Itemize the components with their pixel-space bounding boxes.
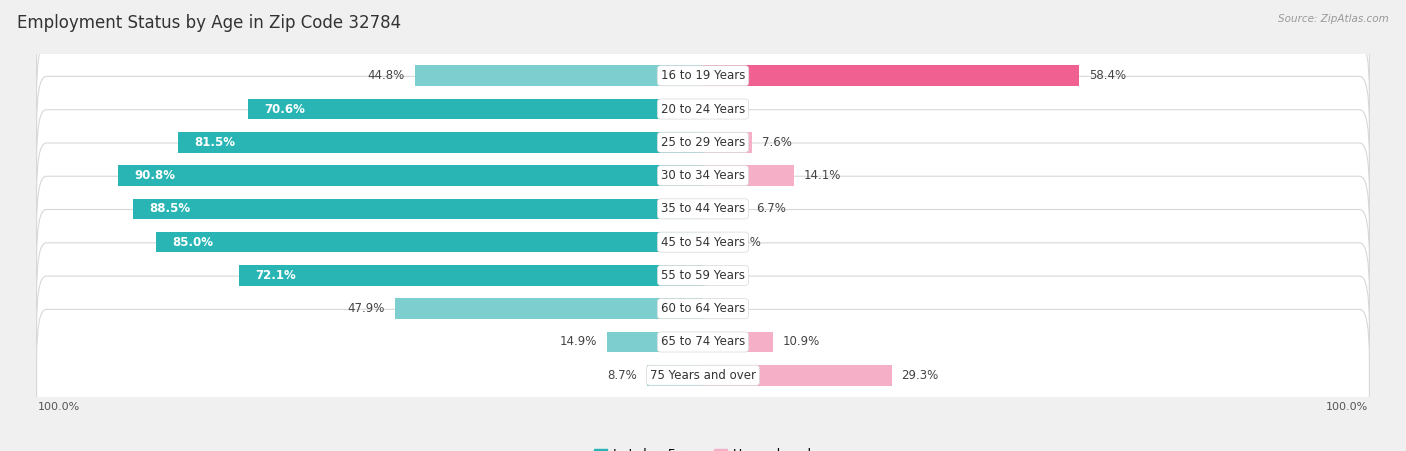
Bar [134, 198, 703, 219]
Text: 70.6%: 70.6% [264, 102, 305, 115]
Text: 10.9%: 10.9% [783, 336, 820, 349]
Bar [703, 365, 891, 386]
Legend: In Labor Force, Unemployed: In Labor Force, Unemployed [589, 443, 817, 451]
Text: 72.1%: 72.1% [254, 269, 295, 282]
Text: 60 to 64 Years: 60 to 64 Years [661, 302, 745, 315]
Text: 25 to 29 Years: 25 to 29 Years [661, 136, 745, 149]
Bar [249, 99, 703, 120]
Bar [703, 331, 773, 352]
Text: Source: ZipAtlas.com: Source: ZipAtlas.com [1278, 14, 1389, 23]
Text: 81.5%: 81.5% [194, 136, 235, 149]
Bar [647, 365, 703, 386]
Text: 90.8%: 90.8% [135, 169, 176, 182]
Text: 0.0%: 0.0% [713, 102, 742, 115]
Bar [395, 299, 703, 319]
Bar [607, 331, 703, 352]
FancyBboxPatch shape [37, 176, 1369, 308]
Bar [703, 65, 1078, 86]
Text: 65 to 74 Years: 65 to 74 Years [661, 336, 745, 349]
Text: 2.9%: 2.9% [731, 235, 761, 249]
FancyBboxPatch shape [37, 43, 1369, 175]
Text: 30 to 34 Years: 30 to 34 Years [661, 169, 745, 182]
FancyBboxPatch shape [37, 276, 1369, 408]
Bar [118, 165, 703, 186]
Bar [703, 232, 721, 253]
FancyBboxPatch shape [37, 243, 1369, 375]
Text: 14.9%: 14.9% [560, 336, 598, 349]
Text: 6.7%: 6.7% [756, 202, 786, 216]
Text: 14.1%: 14.1% [803, 169, 841, 182]
Bar [239, 265, 703, 286]
Text: 47.9%: 47.9% [347, 302, 385, 315]
Text: 7.6%: 7.6% [762, 136, 792, 149]
FancyBboxPatch shape [37, 309, 1369, 441]
Text: 55 to 59 Years: 55 to 59 Years [661, 269, 745, 282]
Text: 20 to 24 Years: 20 to 24 Years [661, 102, 745, 115]
Text: 8.7%: 8.7% [607, 369, 637, 382]
FancyBboxPatch shape [37, 76, 1369, 208]
Bar [703, 165, 794, 186]
Text: 88.5%: 88.5% [149, 202, 190, 216]
Text: 58.4%: 58.4% [1088, 69, 1126, 82]
Bar [703, 132, 752, 152]
FancyBboxPatch shape [37, 110, 1369, 241]
Text: 75 Years and over: 75 Years and over [650, 369, 756, 382]
Text: 85.0%: 85.0% [172, 235, 212, 249]
Bar [703, 198, 747, 219]
Bar [156, 232, 703, 253]
Bar [179, 132, 703, 152]
Text: 44.8%: 44.8% [367, 69, 405, 82]
Text: 29.3%: 29.3% [901, 369, 939, 382]
Text: 45 to 54 Years: 45 to 54 Years [661, 235, 745, 249]
Text: 0.0%: 0.0% [713, 302, 742, 315]
FancyBboxPatch shape [37, 10, 1369, 142]
Text: 35 to 44 Years: 35 to 44 Years [661, 202, 745, 216]
Bar [415, 65, 703, 86]
Text: 0.5%: 0.5% [716, 269, 745, 282]
Text: 16 to 19 Years: 16 to 19 Years [661, 69, 745, 82]
FancyBboxPatch shape [37, 210, 1369, 341]
Bar [703, 265, 706, 286]
Text: Employment Status by Age in Zip Code 32784: Employment Status by Age in Zip Code 327… [17, 14, 401, 32]
FancyBboxPatch shape [37, 143, 1369, 275]
